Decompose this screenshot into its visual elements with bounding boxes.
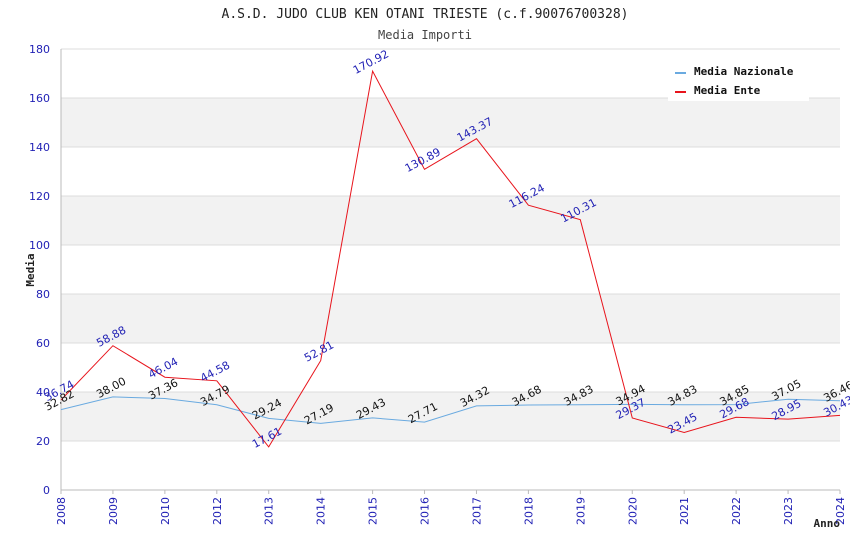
x-tick-label: 2014 <box>315 497 328 525</box>
chart-title: A.S.D. JUDO CLUB KEN OTANI TRIESTE (c.f.… <box>222 7 629 22</box>
background-band <box>61 196 840 245</box>
y-tick-label: 40 <box>36 386 50 399</box>
x-axis-title: Anno <box>814 517 841 530</box>
chart-subtitle: Media Importi <box>378 28 472 42</box>
x-tick-label: 2020 <box>626 497 639 525</box>
x-tick-label: 2018 <box>522 497 535 525</box>
y-tick-label: 60 <box>36 337 50 350</box>
background-band <box>61 294 840 343</box>
y-axis-title: Media <box>24 253 37 286</box>
x-tick-label: 2015 <box>367 497 380 525</box>
x-tick-label: 2017 <box>470 497 483 525</box>
y-tick-label: 20 <box>36 435 50 448</box>
y-tick-label: 80 <box>36 288 50 301</box>
x-tick-labels: 2008 2009 2010 2012 2013 2014 2015 2016 2017 2018… <box>55 497 847 525</box>
x-tick-label: 2009 <box>107 497 120 525</box>
x-tick-label: 2008 <box>55 497 68 525</box>
x-tick-label: 2012 <box>211 497 224 525</box>
x-tick-label: 2010 <box>159 497 172 525</box>
series-lines <box>60 69 841 448</box>
legend-box <box>668 58 809 101</box>
x-tick-label: 2022 <box>730 497 743 525</box>
x-tick-label: 2023 <box>782 497 795 525</box>
background-band <box>61 98 840 147</box>
legend-label-media-nazionale: Media Nazionale <box>694 65 794 78</box>
x-tick-label: 2016 <box>419 497 432 525</box>
gridlines <box>61 48 840 491</box>
y-tick-label: 100 <box>29 239 50 252</box>
series-line-media-nazionale <box>60 396 841 424</box>
data-label-media-ente: 46.04 <box>146 355 180 381</box>
y-tick-label: 0 <box>43 484 50 497</box>
y-tick-label: 180 <box>29 43 50 56</box>
y-tick-label: 120 <box>29 190 50 203</box>
x-tick-label: 2013 <box>263 497 276 525</box>
y-tick-labels: 0 20 40 60 80 100 120 140 160 180 <box>29 43 50 497</box>
y-tick-label: 160 <box>29 92 50 105</box>
legend-label-media-ente: Media Ente <box>694 84 761 97</box>
background-band <box>61 392 840 441</box>
y-tick-label: 140 <box>29 141 50 154</box>
data-label-media-ente: 130.89 <box>403 145 443 175</box>
axes <box>60 49 841 494</box>
x-tick-label: 2019 <box>574 497 587 525</box>
legend: Media Nazionale Media Ente <box>668 58 809 101</box>
background-bands <box>61 98 840 441</box>
x-tick-label: 2024 <box>834 497 847 525</box>
series-line-media-ente <box>60 69 841 448</box>
x-tick-label: 2021 <box>678 497 691 525</box>
data-label-media-ente: 170.92 <box>351 47 391 77</box>
